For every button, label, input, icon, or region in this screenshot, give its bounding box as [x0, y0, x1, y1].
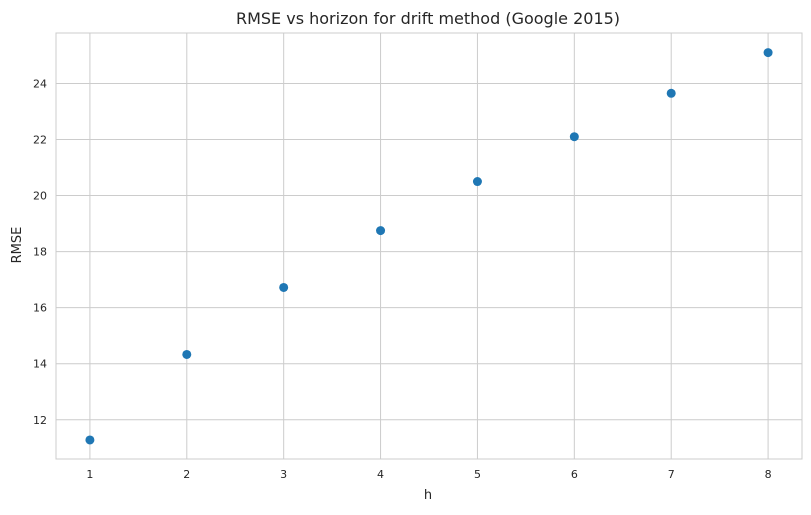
x-tick-label: 8: [765, 468, 772, 481]
y-tick-label: 22: [33, 134, 47, 147]
data-point: [279, 282, 289, 292]
chart-title: RMSE vs horizon for drift method (Google…: [236, 9, 620, 28]
y-tick-label: 16: [33, 302, 47, 315]
y-tick-label: 20: [33, 190, 47, 203]
x-tick-label: 4: [377, 468, 384, 481]
x-axis-label: h: [424, 488, 432, 503]
y-tick-label: 24: [33, 77, 47, 90]
y-tick-label: 18: [33, 246, 47, 259]
data-point: [666, 88, 676, 98]
data-point: [85, 435, 95, 445]
data-point: [472, 177, 482, 187]
x-tick-label: 5: [474, 468, 481, 481]
data-point: [376, 226, 386, 236]
data-point: [569, 132, 579, 142]
data-point: [182, 349, 192, 359]
x-tick-label: 3: [280, 468, 287, 481]
data-point: [763, 48, 773, 58]
y-tick-label: 14: [33, 358, 47, 371]
x-tick-label: 7: [668, 468, 675, 481]
x-tick-label: 6: [571, 468, 578, 481]
y-axis-label: RMSE: [10, 227, 25, 264]
y-tick-label: 12: [33, 414, 47, 427]
x-tick-label: 2: [183, 468, 190, 481]
plot-area-frame: [55, 32, 803, 460]
grid: [56, 33, 802, 459]
data-points: [85, 48, 773, 445]
x-tick-label: 1: [86, 468, 93, 481]
